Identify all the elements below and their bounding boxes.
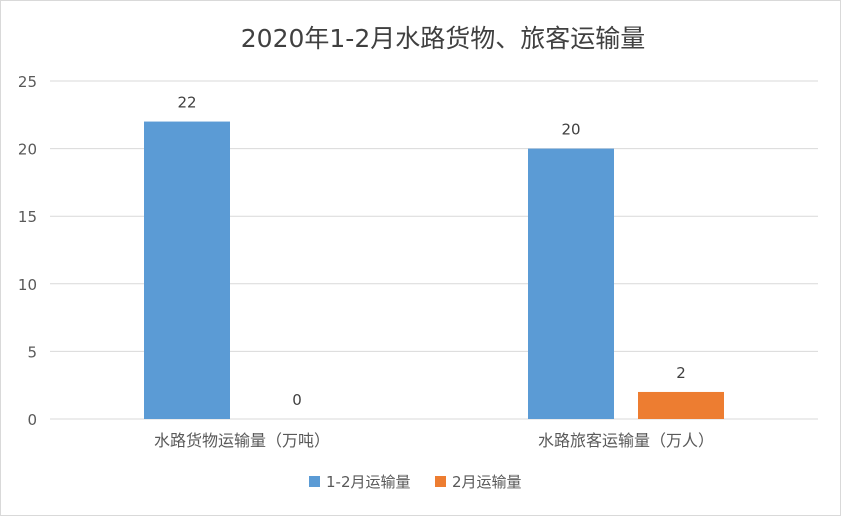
data-label: 0 <box>292 391 302 409</box>
data-label: 22 <box>177 94 196 112</box>
legend-label: 1-2月运输量 <box>326 473 411 491</box>
bars <box>144 121 724 419</box>
y-tick-label: 15 <box>18 208 37 226</box>
x-axis-ticks: 水路货物运输量（万吨） 水路旅客运输量（万人） <box>154 431 714 450</box>
chart-title: 2020年1-2月水路货物、旅客运输量 <box>241 24 645 53</box>
bar <box>144 121 230 419</box>
bar <box>528 148 614 419</box>
data-label: 2 <box>676 364 686 382</box>
y-tick-label: 10 <box>18 276 37 294</box>
x-tick-label: 水路货物运输量（万吨） <box>154 431 330 450</box>
y-tick-label: 0 <box>27 411 37 429</box>
y-axis-ticks: 0 5 10 15 20 25 <box>18 73 37 429</box>
x-tick-label: 水路旅客运输量（万人） <box>538 431 714 450</box>
legend-swatch <box>309 476 320 487</box>
bar <box>638 391 724 419</box>
legend-swatch <box>435 476 446 487</box>
y-tick-label: 20 <box>18 141 37 159</box>
legend: 1-2月运输量 2月运输量 <box>309 473 522 491</box>
data-label: 20 <box>561 121 580 139</box>
data-labels: 22 0 20 2 <box>177 94 685 409</box>
y-tick-label: 25 <box>18 73 37 91</box>
legend-label: 2月运输量 <box>452 473 522 491</box>
y-tick-label: 5 <box>27 343 37 361</box>
